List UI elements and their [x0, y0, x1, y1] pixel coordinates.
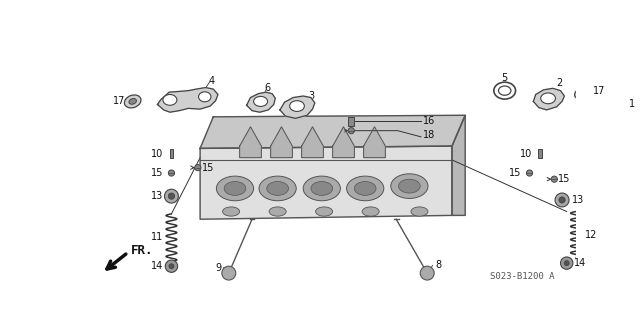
- Ellipse shape: [316, 207, 333, 216]
- Text: 18: 18: [423, 130, 436, 140]
- Text: 15: 15: [202, 163, 214, 173]
- Circle shape: [564, 261, 569, 266]
- Bar: [538, 149, 541, 159]
- Polygon shape: [533, 88, 564, 110]
- Ellipse shape: [124, 95, 141, 108]
- Ellipse shape: [253, 96, 268, 107]
- Bar: [348, 117, 355, 126]
- Ellipse shape: [399, 179, 420, 193]
- Circle shape: [195, 165, 201, 171]
- Polygon shape: [239, 127, 261, 158]
- Polygon shape: [280, 96, 315, 118]
- Ellipse shape: [216, 176, 253, 201]
- Text: 6: 6: [264, 83, 271, 93]
- Text: 10: 10: [520, 149, 532, 159]
- Text: S023-B1200 A: S023-B1200 A: [490, 272, 554, 281]
- Text: 9: 9: [215, 263, 221, 273]
- Circle shape: [555, 193, 569, 207]
- Polygon shape: [157, 87, 218, 112]
- Ellipse shape: [259, 176, 296, 201]
- Ellipse shape: [391, 174, 428, 198]
- Ellipse shape: [311, 182, 333, 195]
- Text: 13: 13: [572, 195, 584, 205]
- Ellipse shape: [269, 207, 286, 216]
- Ellipse shape: [355, 182, 376, 195]
- Circle shape: [169, 264, 174, 269]
- Circle shape: [551, 176, 557, 182]
- Bar: [170, 149, 173, 159]
- Circle shape: [168, 170, 175, 176]
- Text: 5: 5: [502, 73, 508, 83]
- Text: 17: 17: [593, 85, 605, 96]
- Ellipse shape: [267, 182, 289, 195]
- Ellipse shape: [129, 99, 136, 104]
- Text: 15: 15: [558, 174, 570, 184]
- Polygon shape: [591, 97, 627, 120]
- Ellipse shape: [499, 86, 511, 95]
- Ellipse shape: [347, 176, 384, 201]
- Polygon shape: [200, 146, 452, 219]
- Text: 15: 15: [151, 168, 164, 178]
- Ellipse shape: [575, 88, 590, 99]
- Polygon shape: [452, 115, 465, 215]
- Text: 15: 15: [509, 168, 522, 178]
- Text: FR.: FR.: [131, 244, 153, 257]
- Ellipse shape: [290, 101, 305, 111]
- Circle shape: [164, 189, 179, 203]
- Polygon shape: [246, 92, 275, 112]
- Circle shape: [526, 170, 532, 176]
- Text: 14: 14: [152, 261, 164, 271]
- Ellipse shape: [224, 182, 246, 195]
- Polygon shape: [200, 115, 465, 148]
- Circle shape: [222, 266, 236, 280]
- Circle shape: [420, 266, 434, 280]
- Polygon shape: [271, 127, 292, 158]
- Text: 10: 10: [152, 149, 164, 159]
- Text: 16: 16: [423, 116, 436, 126]
- Text: 3: 3: [308, 91, 315, 101]
- Text: 8: 8: [435, 260, 441, 271]
- Ellipse shape: [223, 207, 239, 216]
- Text: 14: 14: [575, 258, 587, 268]
- Ellipse shape: [198, 92, 211, 102]
- Ellipse shape: [411, 207, 428, 216]
- Polygon shape: [333, 127, 355, 158]
- Circle shape: [559, 197, 565, 203]
- Ellipse shape: [303, 176, 340, 201]
- Text: 2: 2: [556, 78, 562, 88]
- Polygon shape: [364, 127, 385, 158]
- Circle shape: [561, 257, 573, 269]
- Circle shape: [168, 193, 175, 199]
- Ellipse shape: [579, 91, 586, 96]
- Text: 12: 12: [586, 230, 598, 240]
- Ellipse shape: [602, 102, 617, 113]
- Text: 4: 4: [209, 76, 215, 85]
- Text: 11: 11: [152, 232, 164, 242]
- Text: 1: 1: [628, 99, 635, 109]
- Ellipse shape: [163, 94, 177, 105]
- Text: 17: 17: [113, 96, 125, 107]
- Ellipse shape: [362, 207, 379, 216]
- Ellipse shape: [541, 93, 556, 104]
- Circle shape: [348, 128, 355, 134]
- Text: 13: 13: [152, 191, 164, 201]
- Polygon shape: [301, 127, 323, 158]
- Circle shape: [165, 260, 178, 272]
